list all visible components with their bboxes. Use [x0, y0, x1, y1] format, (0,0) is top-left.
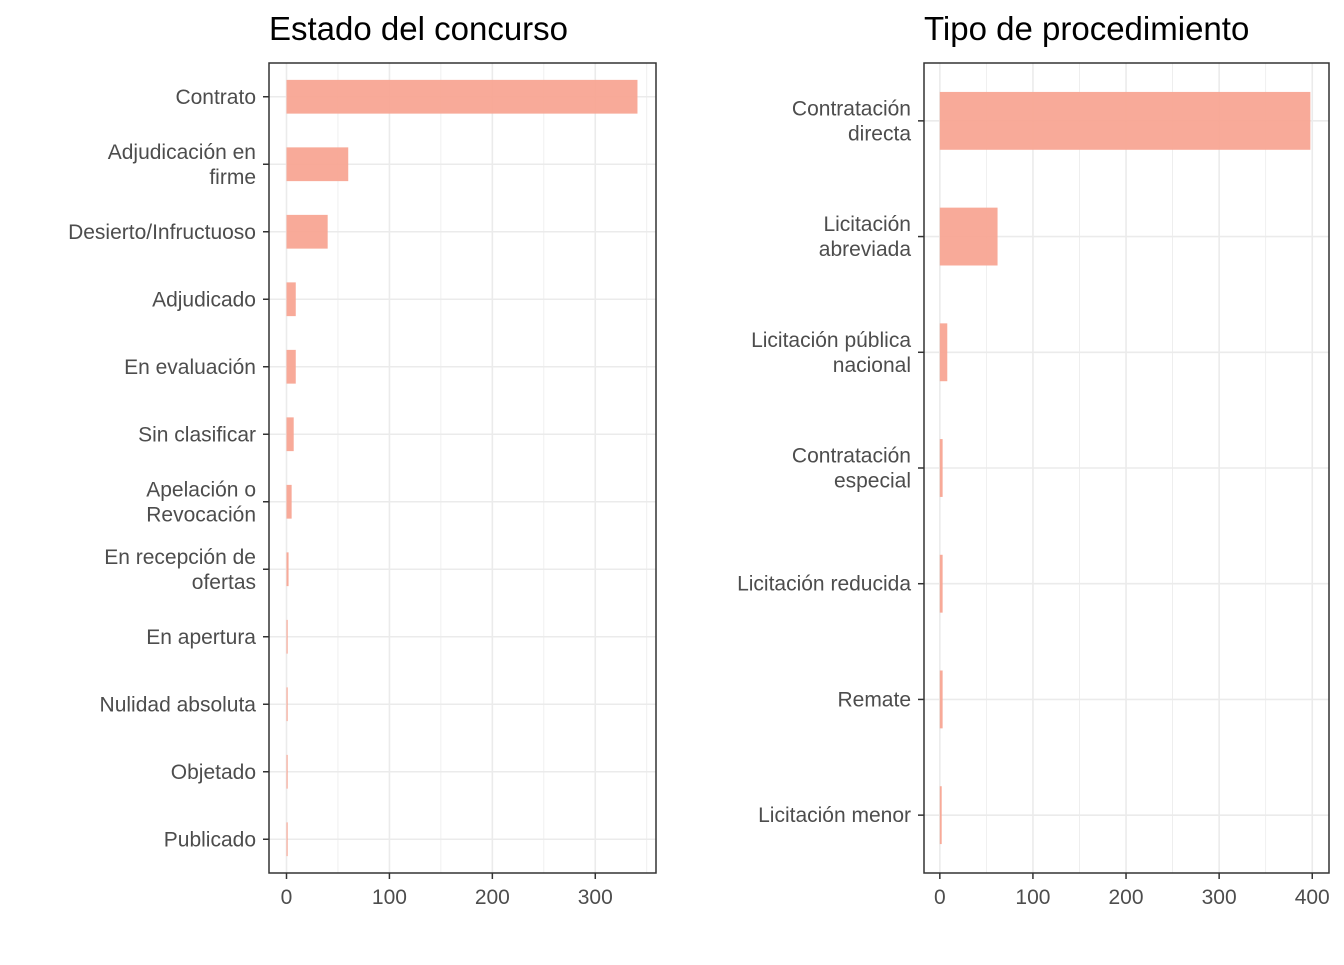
- chart-panel-2: Tipo de procedimiento Licitación menor Rem…: [737, 10, 1330, 909]
- category-label: Desierto/Infructuoso: [68, 221, 256, 244]
- category-label: Contratación directa: [792, 97, 911, 145]
- bar-12: [286, 79, 638, 114]
- chart-panel-1: Estado del concurso Publicado Objetado Nuli…: [68, 10, 657, 909]
- x-tick-label: 0: [934, 886, 946, 909]
- chart-title: Tipo de procedimiento: [924, 10, 1249, 47]
- bar-3: [286, 687, 288, 722]
- panel-border: [268, 62, 657, 874]
- bar-2: [939, 670, 943, 729]
- category-label: En apertura: [146, 626, 256, 649]
- category-label: Apelación o Revocación: [146, 478, 256, 526]
- bar-1: [286, 822, 288, 857]
- category-label: Sin clasificar: [138, 423, 256, 446]
- category-label: Adjudicado: [152, 288, 256, 311]
- x-tick-label: 300: [1202, 886, 1237, 909]
- bar-4: [939, 439, 943, 497]
- x-tick-label: 200: [475, 886, 510, 909]
- category-label: Licitación reducida: [737, 573, 911, 596]
- x-tick-label: 100: [372, 886, 407, 909]
- category-label: Nulidad absoluta: [100, 693, 257, 716]
- category-label: Objetado: [171, 761, 256, 784]
- bar-5: [939, 323, 948, 382]
- bar-7: [286, 417, 294, 452]
- category-label: En recepción de ofertas: [104, 546, 256, 594]
- category-label: Licitación pública nacional: [751, 329, 911, 377]
- category-label: Contratación especial: [792, 445, 911, 493]
- bar-10: [286, 214, 328, 249]
- bar-6: [939, 207, 998, 266]
- bar-7: [939, 91, 1311, 150]
- category-label: Adjudicación en firme: [108, 141, 256, 189]
- x-tick-label: 0: [281, 886, 293, 909]
- category-label: Licitación abreviada: [819, 213, 912, 261]
- bar-11: [286, 147, 349, 182]
- category-label: En evaluación: [124, 356, 256, 379]
- bar-1: [939, 786, 942, 845]
- bar-8: [286, 349, 296, 384]
- category-label: Licitación menor: [758, 804, 911, 827]
- x-tick-label: 200: [1109, 886, 1144, 909]
- category-label: Remate: [837, 688, 911, 711]
- bar-6: [286, 484, 292, 519]
- x-tick-label: 400: [1295, 886, 1330, 909]
- category-label: Contrato: [175, 86, 256, 109]
- x-tick-label: 100: [1015, 886, 1050, 909]
- bar-5: [286, 552, 289, 587]
- bar-2: [286, 754, 288, 789]
- bar-4: [286, 619, 288, 654]
- chart-title: Estado del concurso: [269, 10, 568, 47]
- bar-3: [939, 554, 943, 613]
- category-label: Publicado: [164, 828, 256, 851]
- x-tick-label: 300: [578, 886, 613, 909]
- bar-9: [286, 282, 296, 317]
